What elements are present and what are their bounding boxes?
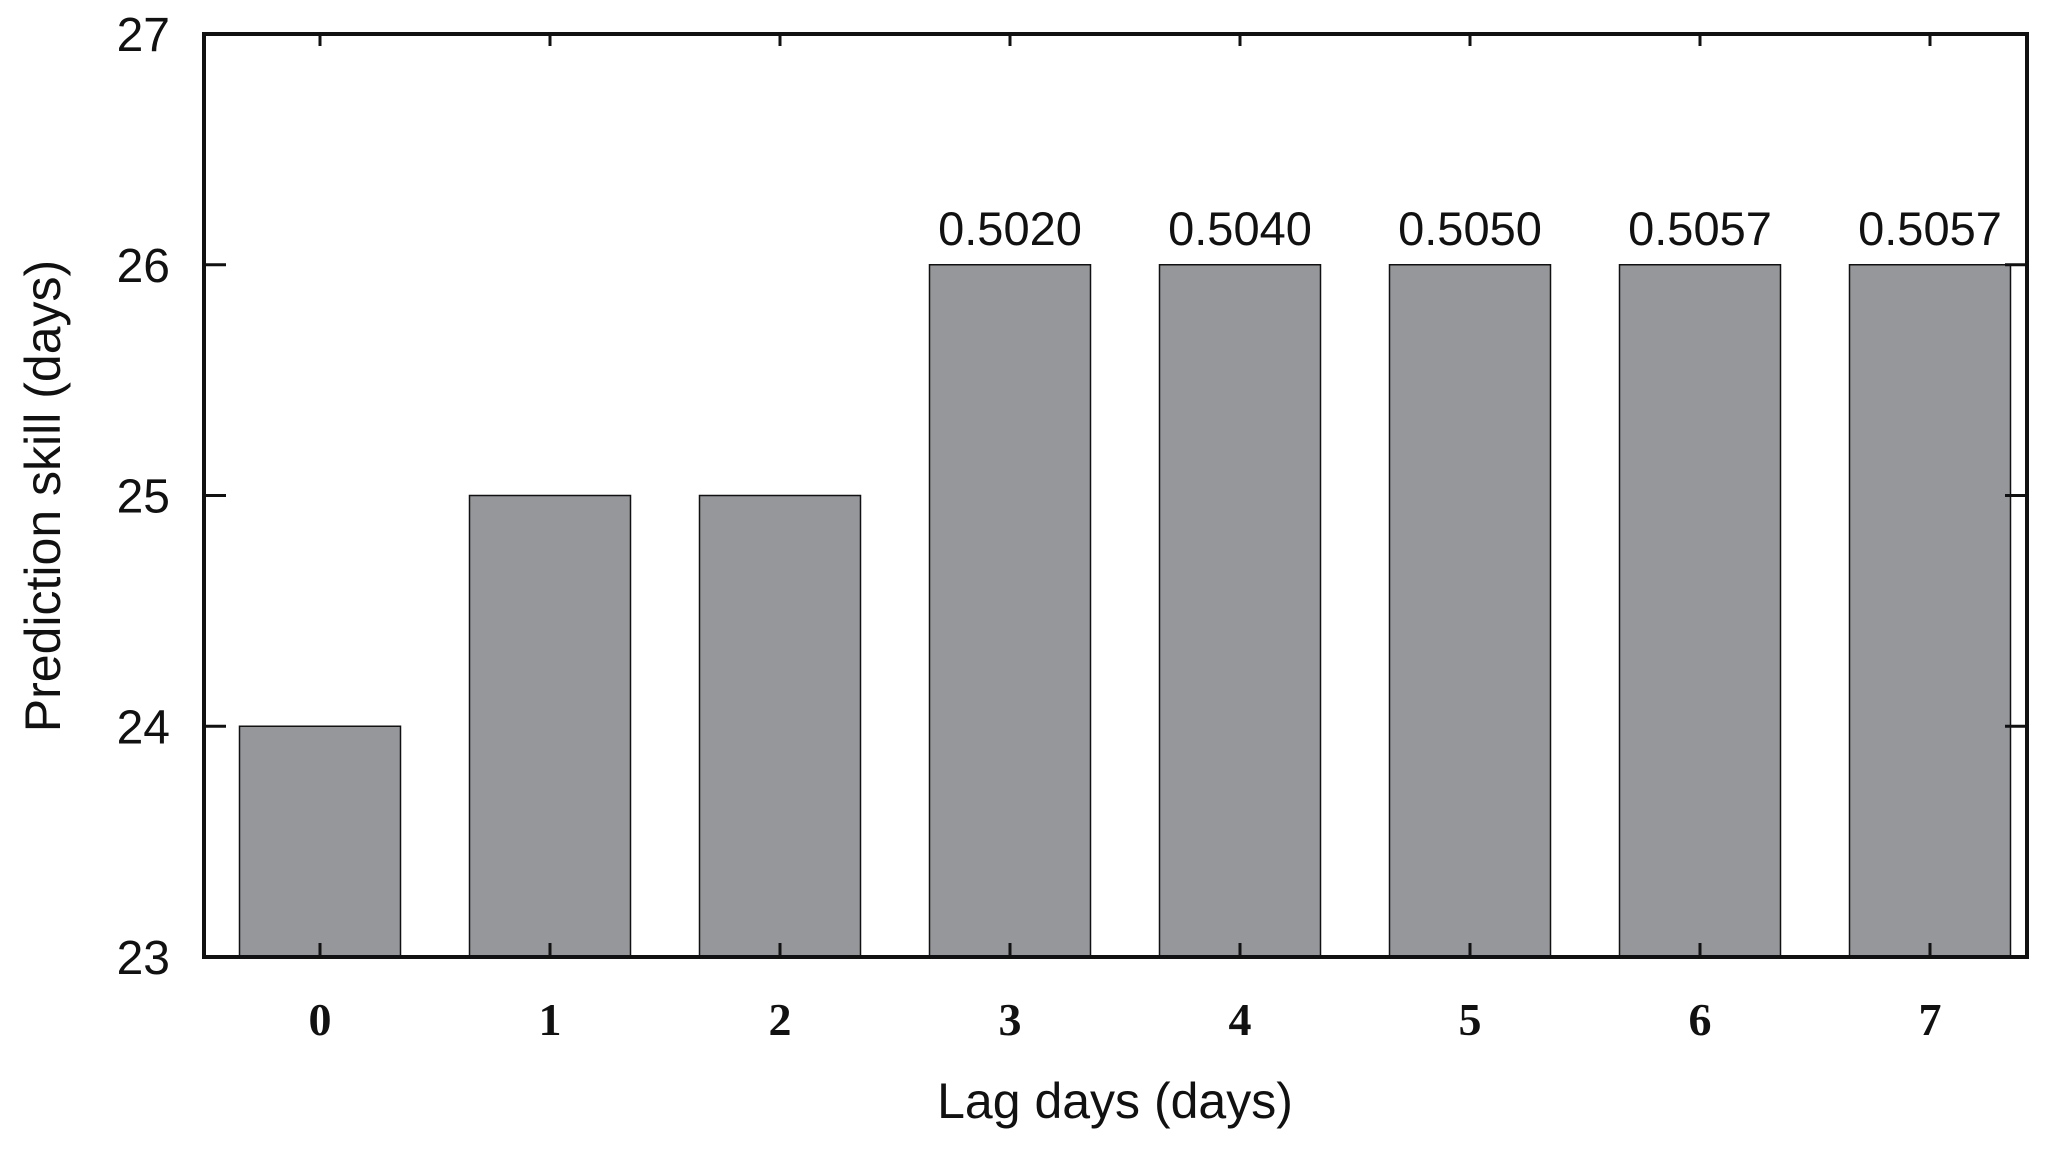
x-tick-label: 7 [1919, 994, 1942, 1045]
x-tick-label: 6 [1689, 994, 1712, 1045]
x-axis-label: Lag days (days) [937, 1073, 1293, 1129]
bar-5 [1388, 264, 1552, 958]
bar-0 [238, 725, 402, 958]
x-tick-label: 2 [769, 994, 792, 1045]
x-tick-label: 3 [999, 994, 1022, 1045]
plot-frame [202, 32, 2029, 959]
data-label: 0.5057 [1628, 202, 1772, 255]
x-tick-label: 5 [1459, 994, 1482, 1045]
y-tick-label: 23 [117, 932, 170, 985]
x-tick-label: 1 [539, 994, 562, 1045]
x-tick-label: 4 [1229, 994, 1252, 1045]
data-label: 0.5057 [1858, 202, 2002, 255]
y-tick-label: 25 [117, 471, 170, 524]
bar-3 [928, 264, 1092, 958]
data-label: 0.5050 [1398, 202, 1542, 255]
y-axis-label: Prediction skill (days) [15, 260, 71, 732]
bar-4 [1158, 264, 1322, 958]
y-tick-label: 27 [117, 9, 170, 62]
data-label: 0.5020 [938, 202, 1082, 255]
bar-2 [698, 494, 862, 958]
data-label: 0.5040 [1168, 202, 1312, 255]
bar-1 [468, 494, 632, 958]
bar-6 [1618, 264, 1782, 958]
x-tick-label: 0 [309, 994, 332, 1045]
y-tick-label: 24 [117, 701, 170, 754]
bar-7 [1848, 264, 2012, 958]
y-tick-label: 26 [117, 240, 170, 293]
